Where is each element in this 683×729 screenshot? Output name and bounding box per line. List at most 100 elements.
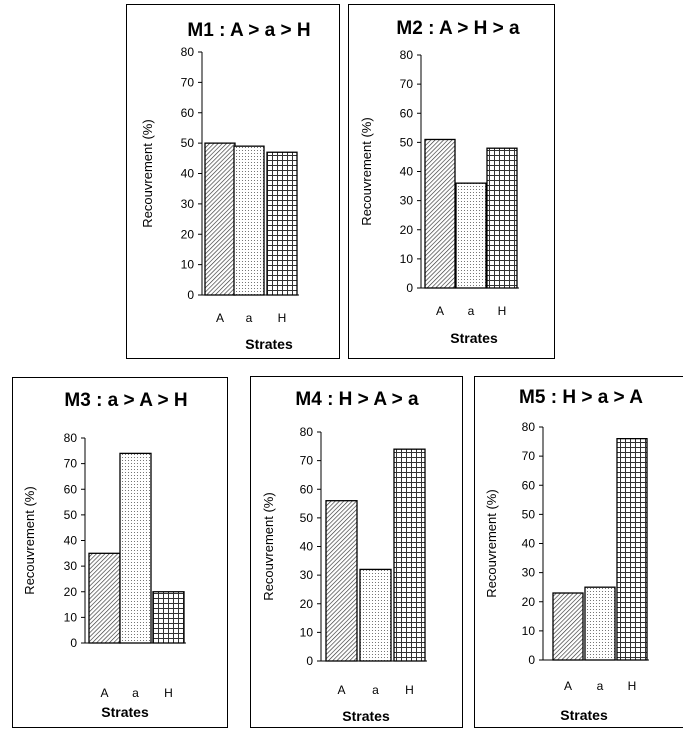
y-tick-label: 80 bbox=[64, 431, 78, 445]
y-tick-label: 0 bbox=[70, 636, 77, 650]
x-category-label: H bbox=[498, 304, 507, 318]
y-tick-label: 20 bbox=[181, 227, 195, 241]
y-tick-label: 50 bbox=[400, 135, 414, 149]
y-tick-label: 10 bbox=[400, 252, 414, 266]
chart-title: M1 : A > a > H bbox=[187, 20, 310, 41]
bar-diagonal-hatch bbox=[424, 138, 456, 289]
x-axis-label: Strates bbox=[450, 330, 498, 346]
y-tick-label: 60 bbox=[522, 478, 536, 492]
bar-dotted bbox=[455, 182, 487, 289]
y-tick-label: 0 bbox=[187, 288, 194, 302]
y-tick-label: 80 bbox=[400, 48, 414, 62]
x-category-label: a bbox=[246, 311, 253, 325]
y-tick-label: 50 bbox=[181, 136, 195, 150]
y-tick-label: 20 bbox=[64, 585, 78, 599]
chart-title: M2 : A > H > a bbox=[396, 18, 520, 39]
chart-title: M4 : H > A > a bbox=[295, 389, 419, 410]
y-tick-label: 10 bbox=[64, 610, 78, 624]
bar-chart-svg: M1 : A > a > H 0 10 20 30 40 50 60 70 80 A a H Recouv… bbox=[140, 20, 311, 352]
y-tick-label: 50 bbox=[522, 507, 536, 521]
y-tick-label: 40 bbox=[400, 165, 414, 179]
y-tick-label: 40 bbox=[300, 540, 314, 554]
bar-diagonal-hatch bbox=[88, 552, 121, 644]
bar-dotted bbox=[359, 568, 392, 662]
x-category-label: A bbox=[100, 686, 108, 700]
y-tick-label: 40 bbox=[181, 167, 195, 181]
y-tick-label: 60 bbox=[181, 106, 195, 120]
x-category-label: H bbox=[628, 679, 637, 693]
bar-grid bbox=[393, 448, 426, 662]
y-tick-label: 50 bbox=[300, 511, 314, 525]
x-category-label: a bbox=[468, 304, 475, 318]
x-category-label: H bbox=[405, 683, 414, 697]
x-category-label: H bbox=[164, 686, 173, 700]
bar-grid bbox=[152, 591, 185, 644]
y-tick-label: 60 bbox=[400, 106, 414, 120]
y-tick-label: 80 bbox=[522, 420, 536, 434]
bar-grid bbox=[486, 147, 518, 289]
bar-chart-svg: M2 : A > H > a 0 10 20 30 40 50 60 70 80 A a H Recouv… bbox=[359, 18, 520, 346]
y-tick-label: 0 bbox=[306, 654, 313, 668]
y-tick-label: 10 bbox=[300, 625, 314, 639]
x-category-label: A bbox=[216, 311, 224, 325]
x-category-label: A bbox=[564, 679, 572, 693]
x-category-label: A bbox=[436, 304, 444, 318]
y-tick-label: 0 bbox=[528, 653, 535, 667]
y-tick-label: 30 bbox=[400, 194, 414, 208]
y-tick-label: 80 bbox=[300, 425, 314, 439]
y-tick-label: 20 bbox=[300, 597, 314, 611]
y-tick-label: 20 bbox=[522, 595, 536, 609]
x-category-label: H bbox=[278, 311, 287, 325]
x-axis-label: Strates bbox=[101, 704, 149, 720]
y-tick-label: 10 bbox=[181, 258, 195, 272]
bar-dotted bbox=[584, 586, 616, 661]
y-tick-label: 70 bbox=[300, 454, 314, 468]
y-tick-label: 70 bbox=[522, 449, 536, 463]
y-axis-label: Recouvrement (%) bbox=[22, 486, 37, 594]
y-tick-label: 40 bbox=[64, 534, 78, 548]
x-category-label: a bbox=[372, 683, 379, 697]
y-tick-label: 40 bbox=[522, 537, 536, 551]
y-tick-label: 70 bbox=[181, 75, 195, 89]
y-tick-label: 20 bbox=[400, 223, 414, 237]
y-axis-label: Recouvrement (%) bbox=[359, 117, 374, 225]
y-tick-label: 70 bbox=[64, 457, 78, 471]
bar-grid bbox=[266, 151, 298, 296]
y-axis-label: Recouvrement (%) bbox=[484, 489, 499, 597]
chart-title: M5 : H > a > A bbox=[519, 387, 643, 408]
bar-diagonal-hatch bbox=[204, 142, 236, 296]
chart-title: M3 : a > A > H bbox=[64, 390, 187, 411]
bar-dotted bbox=[119, 452, 152, 644]
bar-chart-svg: M3 : a > A > H 0 10 20 30 40 50 60 70 80 A a H Recouv… bbox=[22, 390, 188, 720]
y-tick-label: 30 bbox=[181, 197, 195, 211]
y-tick-label: 80 bbox=[181, 45, 195, 59]
y-axis-label: Recouvrement (%) bbox=[140, 119, 155, 227]
bar-chart-svg: M5 : H > a > A 0 10 20 30 40 50 60 70 80 A a H Recouv… bbox=[484, 387, 649, 723]
y-tick-label: 50 bbox=[64, 508, 78, 522]
x-category-label: a bbox=[132, 686, 139, 700]
bar-chart-svg: M4 : H > A > a 0 10 20 30 40 50 60 70 80 A a H Recouv… bbox=[261, 389, 427, 724]
y-tick-label: 30 bbox=[300, 568, 314, 582]
y-tick-label: 10 bbox=[522, 624, 536, 638]
bar-grid bbox=[616, 438, 648, 661]
x-category-label: A bbox=[337, 683, 345, 697]
y-tick-label: 70 bbox=[400, 77, 414, 91]
x-category-label: a bbox=[597, 679, 604, 693]
bar-dotted bbox=[233, 145, 265, 296]
y-tick-label: 0 bbox=[406, 281, 413, 295]
bar-diagonal-hatch bbox=[552, 592, 584, 661]
y-axis-label: Recouvrement (%) bbox=[261, 492, 276, 600]
y-tick-label: 30 bbox=[64, 559, 78, 573]
x-axis-label: Strates bbox=[560, 707, 608, 723]
y-tick-label: 60 bbox=[300, 482, 314, 496]
x-axis-label: Strates bbox=[342, 708, 390, 724]
y-tick-label: 60 bbox=[64, 482, 78, 496]
bar-diagonal-hatch bbox=[325, 500, 358, 662]
y-tick-label: 30 bbox=[522, 566, 536, 580]
x-axis-label: Strates bbox=[245, 336, 293, 352]
